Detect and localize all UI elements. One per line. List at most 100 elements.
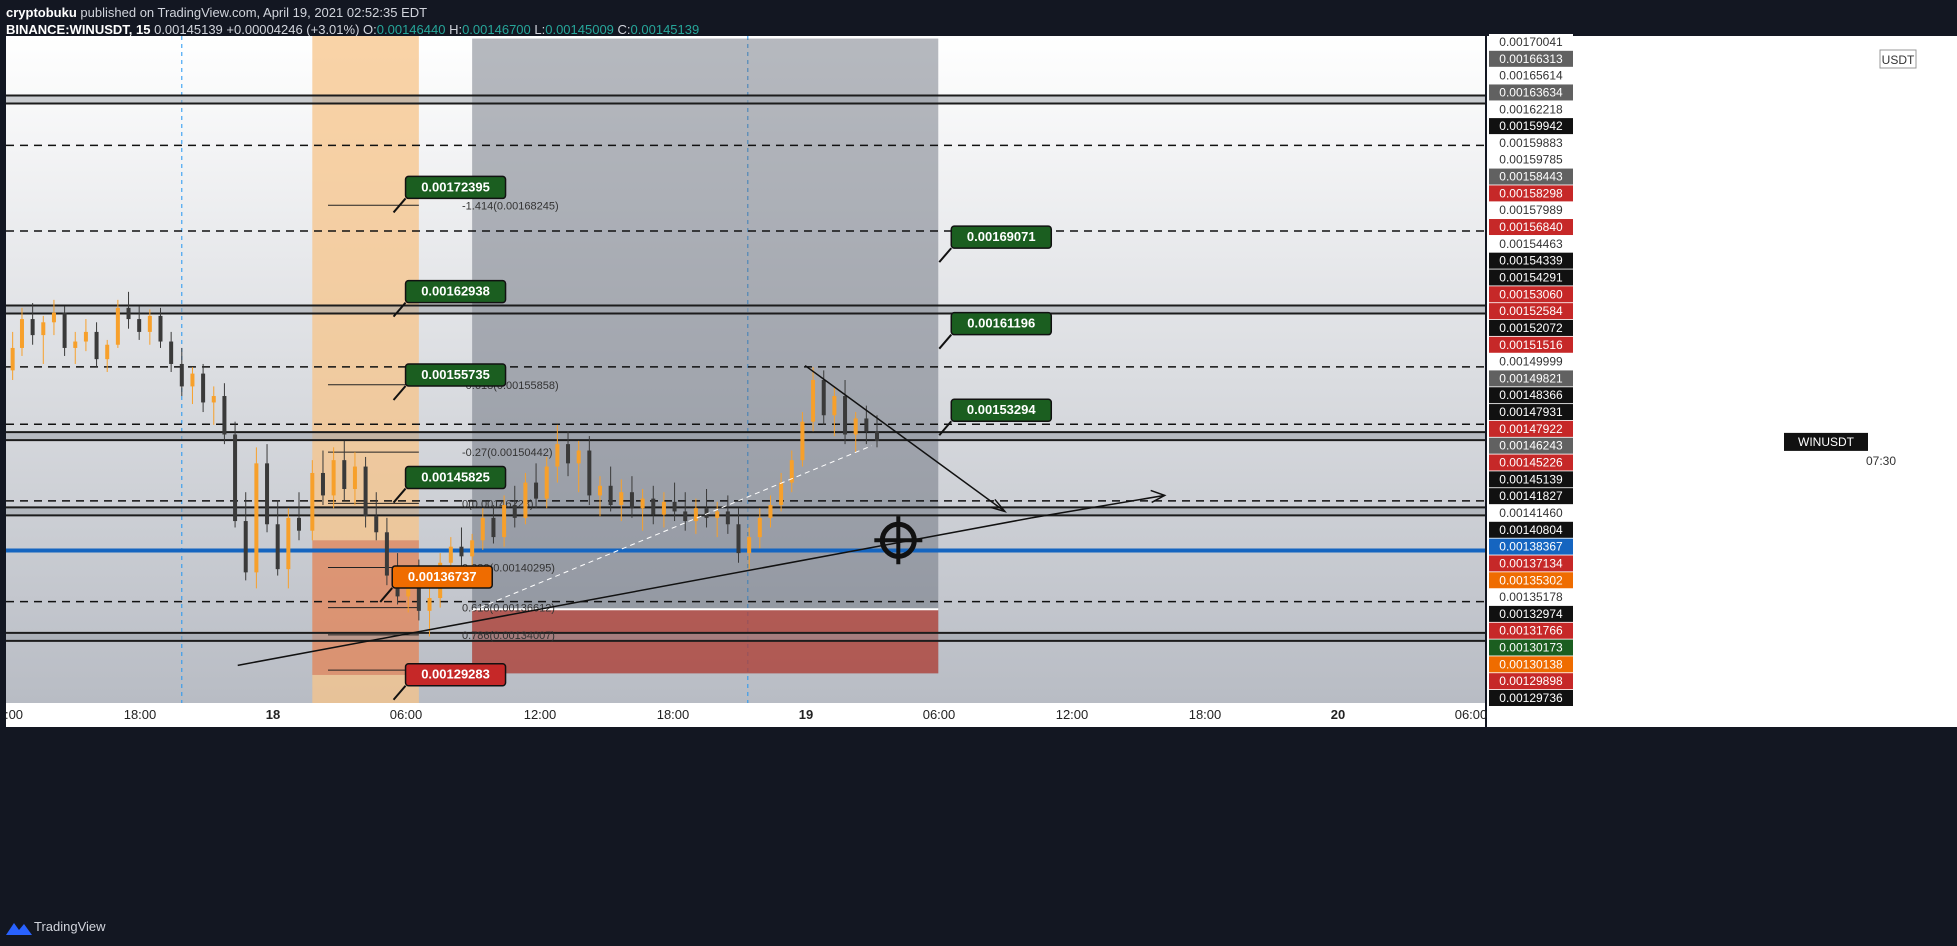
price-axis-label <box>1489 219 1573 236</box>
candle-body <box>352 466 357 490</box>
brand-label[interactable]: TradingView <box>34 919 106 934</box>
price-callout[interactable] <box>391 565 493 589</box>
publish-info: published on TradingView.com, April 19, … <box>80 5 428 20</box>
price-axis-value: 0.00158443 <box>1499 170 1563 184</box>
price-axis-value: 0.00130173 <box>1499 641 1563 655</box>
time-axis-label: 18:00 <box>124 707 157 722</box>
price-callout[interactable] <box>404 465 507 490</box>
price-axis-label <box>1489 538 1573 555</box>
last-price-tag[interactable] <box>1784 432 1868 451</box>
price-callout[interactable] <box>950 398 1053 422</box>
price-axis-value: 0.00147922 <box>1499 422 1563 436</box>
highlight-band <box>312 36 419 703</box>
candle-body <box>384 532 389 576</box>
fib-label: 0(0.00146228) <box>462 498 534 510</box>
candle-body <box>832 396 837 416</box>
price-axis-label <box>1489 454 1573 471</box>
price-axis-value: 0.00132974 <box>1499 607 1563 621</box>
price-axis-label <box>1489 269 1573 286</box>
callout-pointer <box>938 334 953 350</box>
price-callout[interactable] <box>404 279 507 304</box>
price-axis-label <box>1489 151 1573 168</box>
time-axis-label: 19 <box>799 707 813 722</box>
time-axis-label: 20 <box>1331 707 1345 722</box>
open-label: O: <box>363 22 377 37</box>
price-callout[interactable] <box>404 175 507 200</box>
candle-body <box>30 319 35 336</box>
candle-body <box>416 578 421 611</box>
close-label: C: <box>617 22 631 37</box>
candle-body <box>672 501 677 512</box>
candle-body <box>363 466 368 517</box>
arrow-head <box>1150 489 1167 504</box>
price-axis-label <box>1489 504 1573 521</box>
candle-body <box>265 463 270 525</box>
fib-label: -0.27(0.00150442) <box>462 447 553 459</box>
price-axis-label <box>1489 168 1573 185</box>
price-axis-label <box>1489 185 1573 202</box>
price-callout-text: 0.00136737 <box>408 569 477 584</box>
candle-body <box>10 347 15 371</box>
candle-body <box>158 315 163 342</box>
price-callout[interactable] <box>950 311 1053 336</box>
descending-trend-line[interactable] <box>804 364 1006 513</box>
price-axis-label <box>1489 370 1573 387</box>
price-axis-label <box>1489 488 1573 505</box>
price-callout[interactable] <box>404 363 507 387</box>
candle-body <box>320 472 325 496</box>
time-axis-label: 06:00 <box>1455 707 1488 722</box>
time-axis-label: 18:00 <box>657 707 690 722</box>
candle-body <box>821 379 826 416</box>
price-axis-value: 0.00151516 <box>1499 338 1563 352</box>
arrow-head <box>990 498 1007 513</box>
price-change: +0.00004246 (+3.01%) <box>226 22 360 37</box>
price-callout[interactable] <box>950 225 1053 249</box>
price-axis-value: 0.00135178 <box>1499 590 1563 604</box>
candle-body <box>491 517 496 538</box>
price-callout[interactable] <box>404 662 507 687</box>
price-axis-value: 0.00131766 <box>1499 624 1563 638</box>
candle-body <box>254 463 259 573</box>
candle-body <box>523 482 528 518</box>
symbol-label[interactable]: BINANCE:WINUSDT, 15 <box>6 22 151 37</box>
tradingview-logo-icon <box>6 923 32 935</box>
trend-line-extension[interactable] <box>1031 494 1165 519</box>
candle-body <box>512 505 517 518</box>
price-axis-value: 0.00141460 <box>1499 506 1563 520</box>
price-axis-value: 0.00146243 <box>1499 439 1563 453</box>
price-axis-value: 0.00162218 <box>1499 102 1563 116</box>
price-axis-value: 0.00154463 <box>1499 237 1563 251</box>
price-callout-text: 0.00129283 <box>421 667 490 682</box>
currency-label: USDT <box>1882 53 1915 67</box>
candle-body <box>83 331 88 342</box>
price-axis-value: 0.00156840 <box>1499 220 1563 234</box>
plot-area[interactable] <box>6 36 1485 703</box>
currency-badge <box>1879 49 1917 69</box>
callout-pointer <box>938 420 953 436</box>
price-axis-value: 0.00137134 <box>1499 556 1563 570</box>
price-axis-value: 0.00138367 <box>1499 540 1563 554</box>
candle-body <box>502 505 507 538</box>
price-callout-text: 0.00153294 <box>967 402 1036 417</box>
close-value: 0.00145139 <box>630 22 700 37</box>
candle-body <box>243 521 248 573</box>
callout-pointer <box>392 685 407 701</box>
price-axis-value: 0.00152072 <box>1499 321 1563 335</box>
time-axis-label: 12:00 <box>1056 707 1089 722</box>
chart-footer: TradingView <box>0 910 1957 946</box>
price-axis-value: 0.00159883 <box>1499 136 1563 150</box>
time-axis[interactable] <box>6 703 1485 727</box>
price-axis-value: 0.00129736 <box>1499 691 1563 705</box>
candle-body <box>800 421 805 461</box>
price-axis-label <box>1489 589 1573 606</box>
candle-body <box>286 517 291 570</box>
candle-body <box>587 450 592 496</box>
price-axis-value: 0.00149999 <box>1499 355 1563 369</box>
author-name[interactable]: cryptobuku <box>6 5 77 20</box>
callout-pointer <box>392 197 407 214</box>
price-axis-label <box>1489 67 1573 84</box>
candle-body <box>811 379 816 422</box>
price-callout-text: 0.00162938 <box>421 284 490 299</box>
price-axis-value: 0.00135302 <box>1499 573 1563 587</box>
